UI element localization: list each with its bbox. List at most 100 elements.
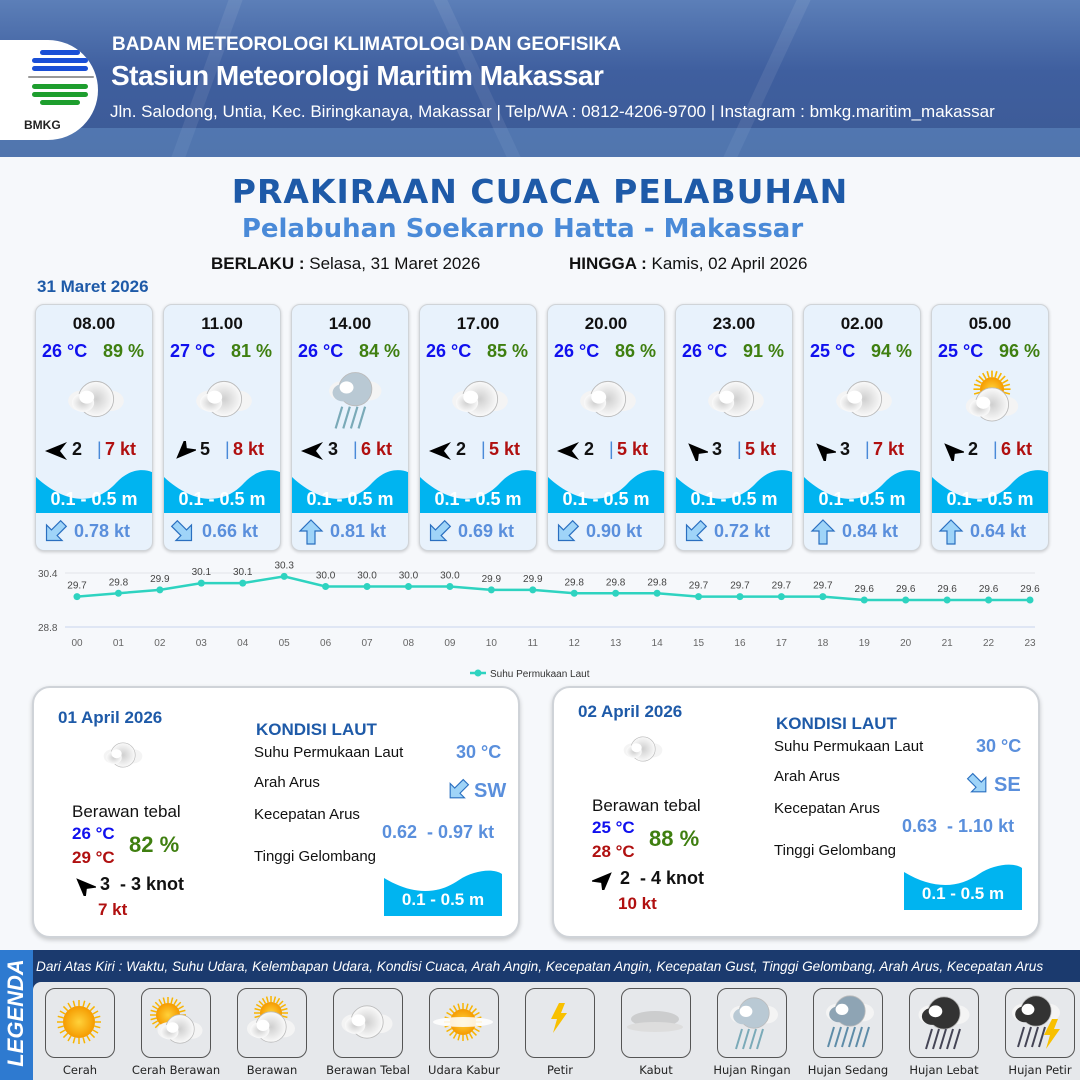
forecast-card: 05.00 25 °C 96 % 2 | 6 kt 0.1 - 0.5 m 0.64 kt xyxy=(931,304,1049,551)
sst-data-point xyxy=(197,579,205,587)
wind-speed-range: 2 - 4 knot xyxy=(620,868,705,888)
y-tick-label: 28.8 xyxy=(38,623,58,634)
x-tick-label: 05 xyxy=(279,638,291,649)
sst-label: Suhu Permukaan Laut xyxy=(254,744,404,761)
wind-info: 5 | 8 kt xyxy=(170,436,276,463)
sst-data-point xyxy=(322,583,330,590)
x-tick-label: 22 xyxy=(983,638,995,649)
sst-data-point xyxy=(363,583,371,590)
wave-height: 0.1 - 0.5 m xyxy=(946,489,1034,509)
sea-conditions-title: KONDISI LAUT xyxy=(256,720,377,739)
x-tick-label: 19 xyxy=(859,638,871,649)
separator: | xyxy=(225,439,230,459)
humidity: 82 % xyxy=(129,832,180,857)
x-tick-label: 01 xyxy=(113,638,125,649)
wave-icon xyxy=(164,465,280,513)
legend-cerah-icon xyxy=(45,988,115,1058)
humidity: 84 % xyxy=(358,341,400,361)
legend-berawan-tebal-icon xyxy=(333,988,403,1058)
gust-speed: 5 kt xyxy=(617,439,649,459)
berawan-tebal-icon xyxy=(568,363,648,435)
legend-hujan-ringan-icon xyxy=(717,988,787,1058)
header-banner: BMKG BADAN METEOROLOGI KLIMATOLOGI DAN G… xyxy=(0,0,1080,157)
air-temperature: 26 °C xyxy=(42,341,88,361)
sst-data-point xyxy=(777,593,785,601)
humidity: 96 % xyxy=(998,341,1040,361)
current-direction-icon xyxy=(426,519,452,550)
hujan-ringan-icon xyxy=(312,363,392,435)
air-temperature: 26 °C xyxy=(298,341,344,361)
legend-hujan-petir-icon xyxy=(1005,988,1075,1058)
current-info: 0.64 kt xyxy=(938,519,1046,545)
valid-to-label: HINGGA : xyxy=(569,254,647,273)
separator: | xyxy=(993,439,998,459)
legend-udara-kabur-icon xyxy=(429,988,499,1058)
valid-from-value: Selasa, 31 Maret 2026 xyxy=(309,254,481,273)
forecast-time: 23.00 xyxy=(712,314,756,333)
separator: | xyxy=(737,439,742,459)
wind-direction-icon xyxy=(44,441,68,461)
forecast-time: 05.00 xyxy=(968,314,1012,333)
temp-max: 29 °C xyxy=(72,848,115,867)
weather-label: Berawan tebal xyxy=(72,802,181,821)
forecast-time: 02.00 xyxy=(840,314,884,333)
wind-info: 2 | 7 kt xyxy=(42,439,148,463)
wind-info: 2 | 6 kt xyxy=(938,439,1044,466)
legend-hujan-sedang-icon xyxy=(813,988,883,1058)
forecast-card: 23.00 26 °C 91 % 3 | 5 kt 0.1 - 0.5 m 0.72 kt xyxy=(675,304,793,551)
x-tick-label: 08 xyxy=(403,638,415,649)
sst-data-label: 30.1 xyxy=(192,567,212,578)
legend-series-label: Suhu Permukaan Laut xyxy=(490,669,590,680)
current-speed: 0.66 kt xyxy=(202,521,259,541)
air-temperature: 26 °C xyxy=(426,341,472,361)
sst-value: 30 °C xyxy=(456,742,502,762)
legend-item-label: Hujan Petir xyxy=(1008,1063,1072,1077)
sst-data-point xyxy=(487,586,495,594)
sst-data-point xyxy=(695,593,703,601)
sst-data-label: 29.6 xyxy=(855,584,875,595)
berawan-tebal-icon xyxy=(610,724,676,774)
x-tick-label: 02 xyxy=(154,638,166,649)
humidity: 94 % xyxy=(870,341,912,361)
forecast-time: 11.00 xyxy=(201,314,243,333)
current-speed-value: 0.63 - 1.10 kt xyxy=(902,816,1015,836)
current-speed: 0.78 kt xyxy=(74,521,131,541)
current-direction-label: Arah Arus xyxy=(254,774,320,791)
forecast-time: 17.00 xyxy=(456,314,500,333)
current-speed: 0.90 kt xyxy=(586,521,643,541)
temp-min: 25 °C xyxy=(592,818,635,837)
humidity: 91 % xyxy=(742,341,784,361)
humidity: 88 % xyxy=(649,826,700,851)
weather-label: Berawan tebal xyxy=(592,796,701,815)
wave-icon xyxy=(804,465,920,513)
air-temperature: 25 °C xyxy=(938,341,984,361)
legend-item-label: Hujan Sedang xyxy=(807,1063,889,1077)
current-direction-value: SE xyxy=(994,774,1021,796)
x-tick-label: 16 xyxy=(734,638,746,649)
sst-data-label: 29.6 xyxy=(979,584,999,595)
current-info: 0.66 kt xyxy=(170,519,278,545)
wind-direction-icon xyxy=(589,870,616,895)
legend-title: LEGENDA xyxy=(3,959,28,1067)
wind-info: 3 | 7 kt xyxy=(810,439,916,466)
wave-height: 0.1 - 0.5 m xyxy=(434,489,522,509)
legend-item-label: Hujan Ringan xyxy=(713,1063,791,1077)
current-direction-icon xyxy=(810,519,836,550)
wind-speed: 5 xyxy=(200,439,211,459)
wind-direction-icon xyxy=(940,441,967,466)
x-tick-label: 14 xyxy=(652,638,664,649)
sst-data-point xyxy=(404,583,412,590)
humidity: 86 % xyxy=(614,341,656,361)
legend-item-label: Berawan xyxy=(246,1063,298,1077)
legend-item-label: Cerah Berawan xyxy=(131,1063,221,1077)
current-info: 0.72 kt xyxy=(682,519,790,545)
humidity: 85 % xyxy=(486,341,528,361)
wind-speed: 2 xyxy=(968,439,979,459)
x-tick-label: 06 xyxy=(320,638,332,649)
station-name: Stasiun Meteorologi Maritim Makassar xyxy=(111,60,604,91)
bmkg-logo: BMKG xyxy=(0,40,98,140)
berawan-tebal-icon xyxy=(696,363,776,435)
x-tick-label: 23 xyxy=(1024,638,1036,649)
wind-speed: 2 xyxy=(584,439,595,459)
valid-to-value: Kamis, 02 April 2026 xyxy=(651,254,808,273)
